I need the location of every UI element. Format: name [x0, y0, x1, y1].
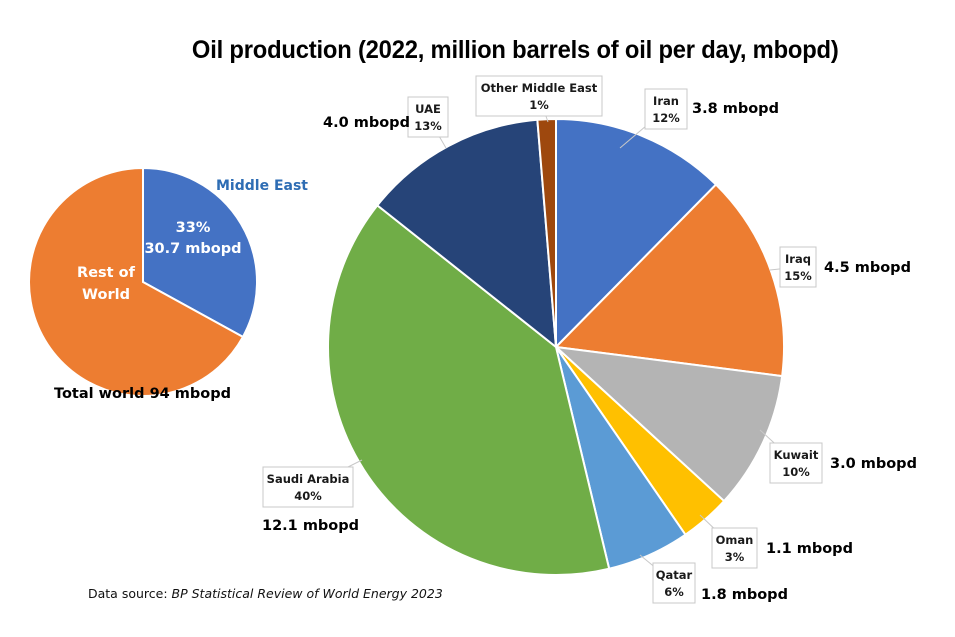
slice-value-qatar: 1.8 mbopd: [701, 587, 788, 603]
me-slice-iran: [555, 117, 718, 350]
slice-name-qatar: Qatar: [656, 568, 693, 582]
label-box-saudi-arabia: [262, 466, 354, 508]
middle-east-pie: [327, 117, 785, 576]
label-box-qatar: [652, 562, 696, 604]
data-source: Data source: BP Statistical Review of Wo…: [88, 586, 443, 601]
label-box-iraq: [779, 246, 817, 288]
slice-name-iraq: Iraq: [785, 252, 811, 266]
me-slice-iraq: [553, 183, 785, 378]
slice-pct-saudi-arabia: 40%: [294, 489, 322, 503]
world-slice-middle-east: [142, 166, 258, 339]
slice-pct-uae: 13%: [414, 119, 442, 133]
label-box-uae: [407, 96, 449, 138]
middle-east-labels: Iran 12% 3.8 mbopd Iraq 15% 4.5 mbopd Kuwait 10…: [262, 75, 917, 604]
slice-name-other-middle-east: Other Middle East: [481, 81, 598, 95]
callout-uae: UAE 13%: [407, 96, 449, 149]
total-world-caption: Total world 94 mbopd: [54, 386, 231, 402]
label-box-kuwait: [769, 442, 823, 484]
slice-pct-qatar: 6%: [664, 585, 684, 599]
slice-pct-iran: 12%: [652, 111, 680, 125]
callout-iran: Iran 12%: [619, 88, 688, 149]
slice-name-oman: Oman: [716, 533, 754, 547]
slice-pct-other-middle-east: 1%: [529, 98, 549, 112]
slice-pct-kuwait: 10%: [782, 465, 810, 479]
data-source-prefix: Data source:: [88, 586, 172, 601]
world-share-labels: Middle East 33% 30.7 mbopd Rest of World Tota…: [54, 178, 308, 402]
slice-pct-oman: 3%: [725, 550, 745, 564]
callout-qatar: Qatar 6%: [639, 554, 696, 604]
slice-value-oman: 1.1 mbopd: [766, 541, 853, 557]
label-box-oman: [711, 527, 758, 569]
me-slice-saudi-arabia: [327, 203, 611, 576]
slice-name-uae: UAE: [415, 102, 441, 116]
chart-title: Oil production (2022, million barrels of…: [191, 36, 839, 64]
callout-other-middle-east: Other Middle East 1%: [475, 75, 603, 123]
slice-name-kuwait: Kuwait: [774, 448, 819, 462]
slice-name-iran: Iran: [653, 94, 679, 108]
world-share-pie: [28, 166, 258, 397]
callout-saudi-arabia: Saudi Arabia 40%: [262, 459, 363, 508]
middle-east-value-label: 30.7 mbopd: [144, 241, 241, 257]
slice-value-saudi-arabia: 12.1 mbopd: [262, 518, 359, 534]
data-source-title: BP Statistical Review of World Energy 20…: [171, 586, 443, 601]
callout-kuwait: Kuwait 10%: [759, 429, 823, 484]
world-slice-rest-of-world: [28, 166, 245, 397]
me-slice-uae: [375, 118, 558, 350]
slice-value-iran: 3.8 mbopd: [692, 101, 779, 117]
label-box-iran: [644, 88, 688, 130]
me-slice-kuwait: [552, 345, 784, 503]
callout-oman: Oman 3%: [699, 514, 758, 569]
slice-value-kuwait: 3.0 mbopd: [830, 456, 917, 472]
middle-east-heading: Middle East: [216, 178, 308, 194]
middle-east-pct-label: 33%: [176, 220, 211, 236]
label-box-other-middle-east: [475, 75, 603, 117]
slice-value-uae: 4.0 mbopd: [323, 115, 410, 131]
callout-iraq: Iraq 15%: [769, 246, 817, 288]
rest-of-world-label-line2: World: [82, 287, 130, 303]
rest-of-world-label-line1: Rest of: [77, 265, 136, 281]
slice-value-iraq: 4.5 mbopd: [824, 260, 911, 276]
slice-name-saudi-arabia: Saudi Arabia: [267, 472, 350, 486]
slice-pct-iraq: 15%: [784, 269, 812, 283]
